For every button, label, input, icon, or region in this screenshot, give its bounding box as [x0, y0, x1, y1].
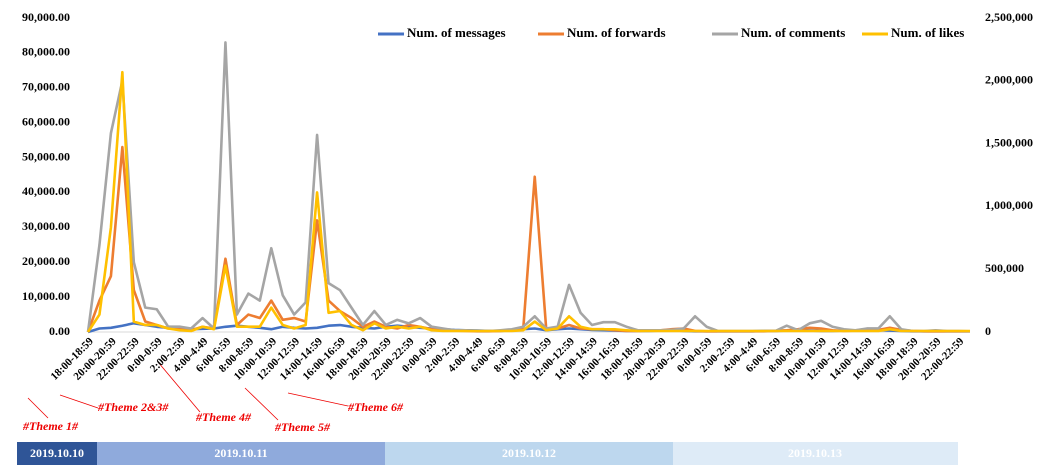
- series-line: [86, 70, 970, 333]
- y2-tick-label: 500,000: [985, 261, 1024, 275]
- date-band: [17, 442, 97, 465]
- y-tick-label: 0.00: [49, 324, 70, 338]
- annotation: #Theme 5#: [274, 420, 331, 434]
- y2-tick-label: 2,500,000: [985, 10, 1033, 24]
- date-label: 2019.10.13: [788, 446, 842, 460]
- date-label: 2019.10.12: [502, 446, 556, 460]
- annotation: #Theme 6#: [347, 400, 404, 414]
- y-tick-label: 10,000.00: [22, 289, 70, 303]
- annotation: #Theme 1#: [22, 419, 79, 433]
- legend-label: Num. of messages: [407, 25, 506, 40]
- annotation-lines: [27, 361, 349, 421]
- y-tick-label: 20,000.00: [22, 254, 70, 268]
- date-band: [673, 442, 958, 465]
- date-label: 2019.10.11: [214, 446, 267, 460]
- y-tick-label: 50,000.00: [22, 149, 70, 163]
- date-band: [385, 442, 673, 465]
- date-label: 2019.10.10: [30, 446, 84, 460]
- y-tick-label: 80,000.00: [22, 45, 70, 59]
- date-band: [97, 442, 385, 465]
- y2-tick-label: 0: [985, 324, 991, 338]
- annotation: #Theme 2&3#: [97, 400, 169, 414]
- y-tick-label: 30,000.00: [22, 219, 70, 233]
- y-tick-label: 70,000.00: [22, 80, 70, 94]
- y-tick-label: 90,000.00: [22, 10, 70, 24]
- annotation: #Theme 4#: [195, 410, 252, 424]
- legend-label: Num. of comments: [741, 25, 845, 40]
- y2-tick-label: 1,500,000: [985, 135, 1033, 149]
- legend-label: Num. of likes: [891, 25, 964, 40]
- legend-label: Num. of forwards: [567, 25, 666, 40]
- y-tick-label: 60,000.00: [22, 114, 70, 128]
- y-tick-label: 40,000.00: [22, 184, 70, 198]
- series-line: [86, 41, 971, 333]
- y2-tick-label: 1,000,000: [985, 198, 1033, 212]
- y2-tick-label: 2,000,000: [985, 73, 1033, 87]
